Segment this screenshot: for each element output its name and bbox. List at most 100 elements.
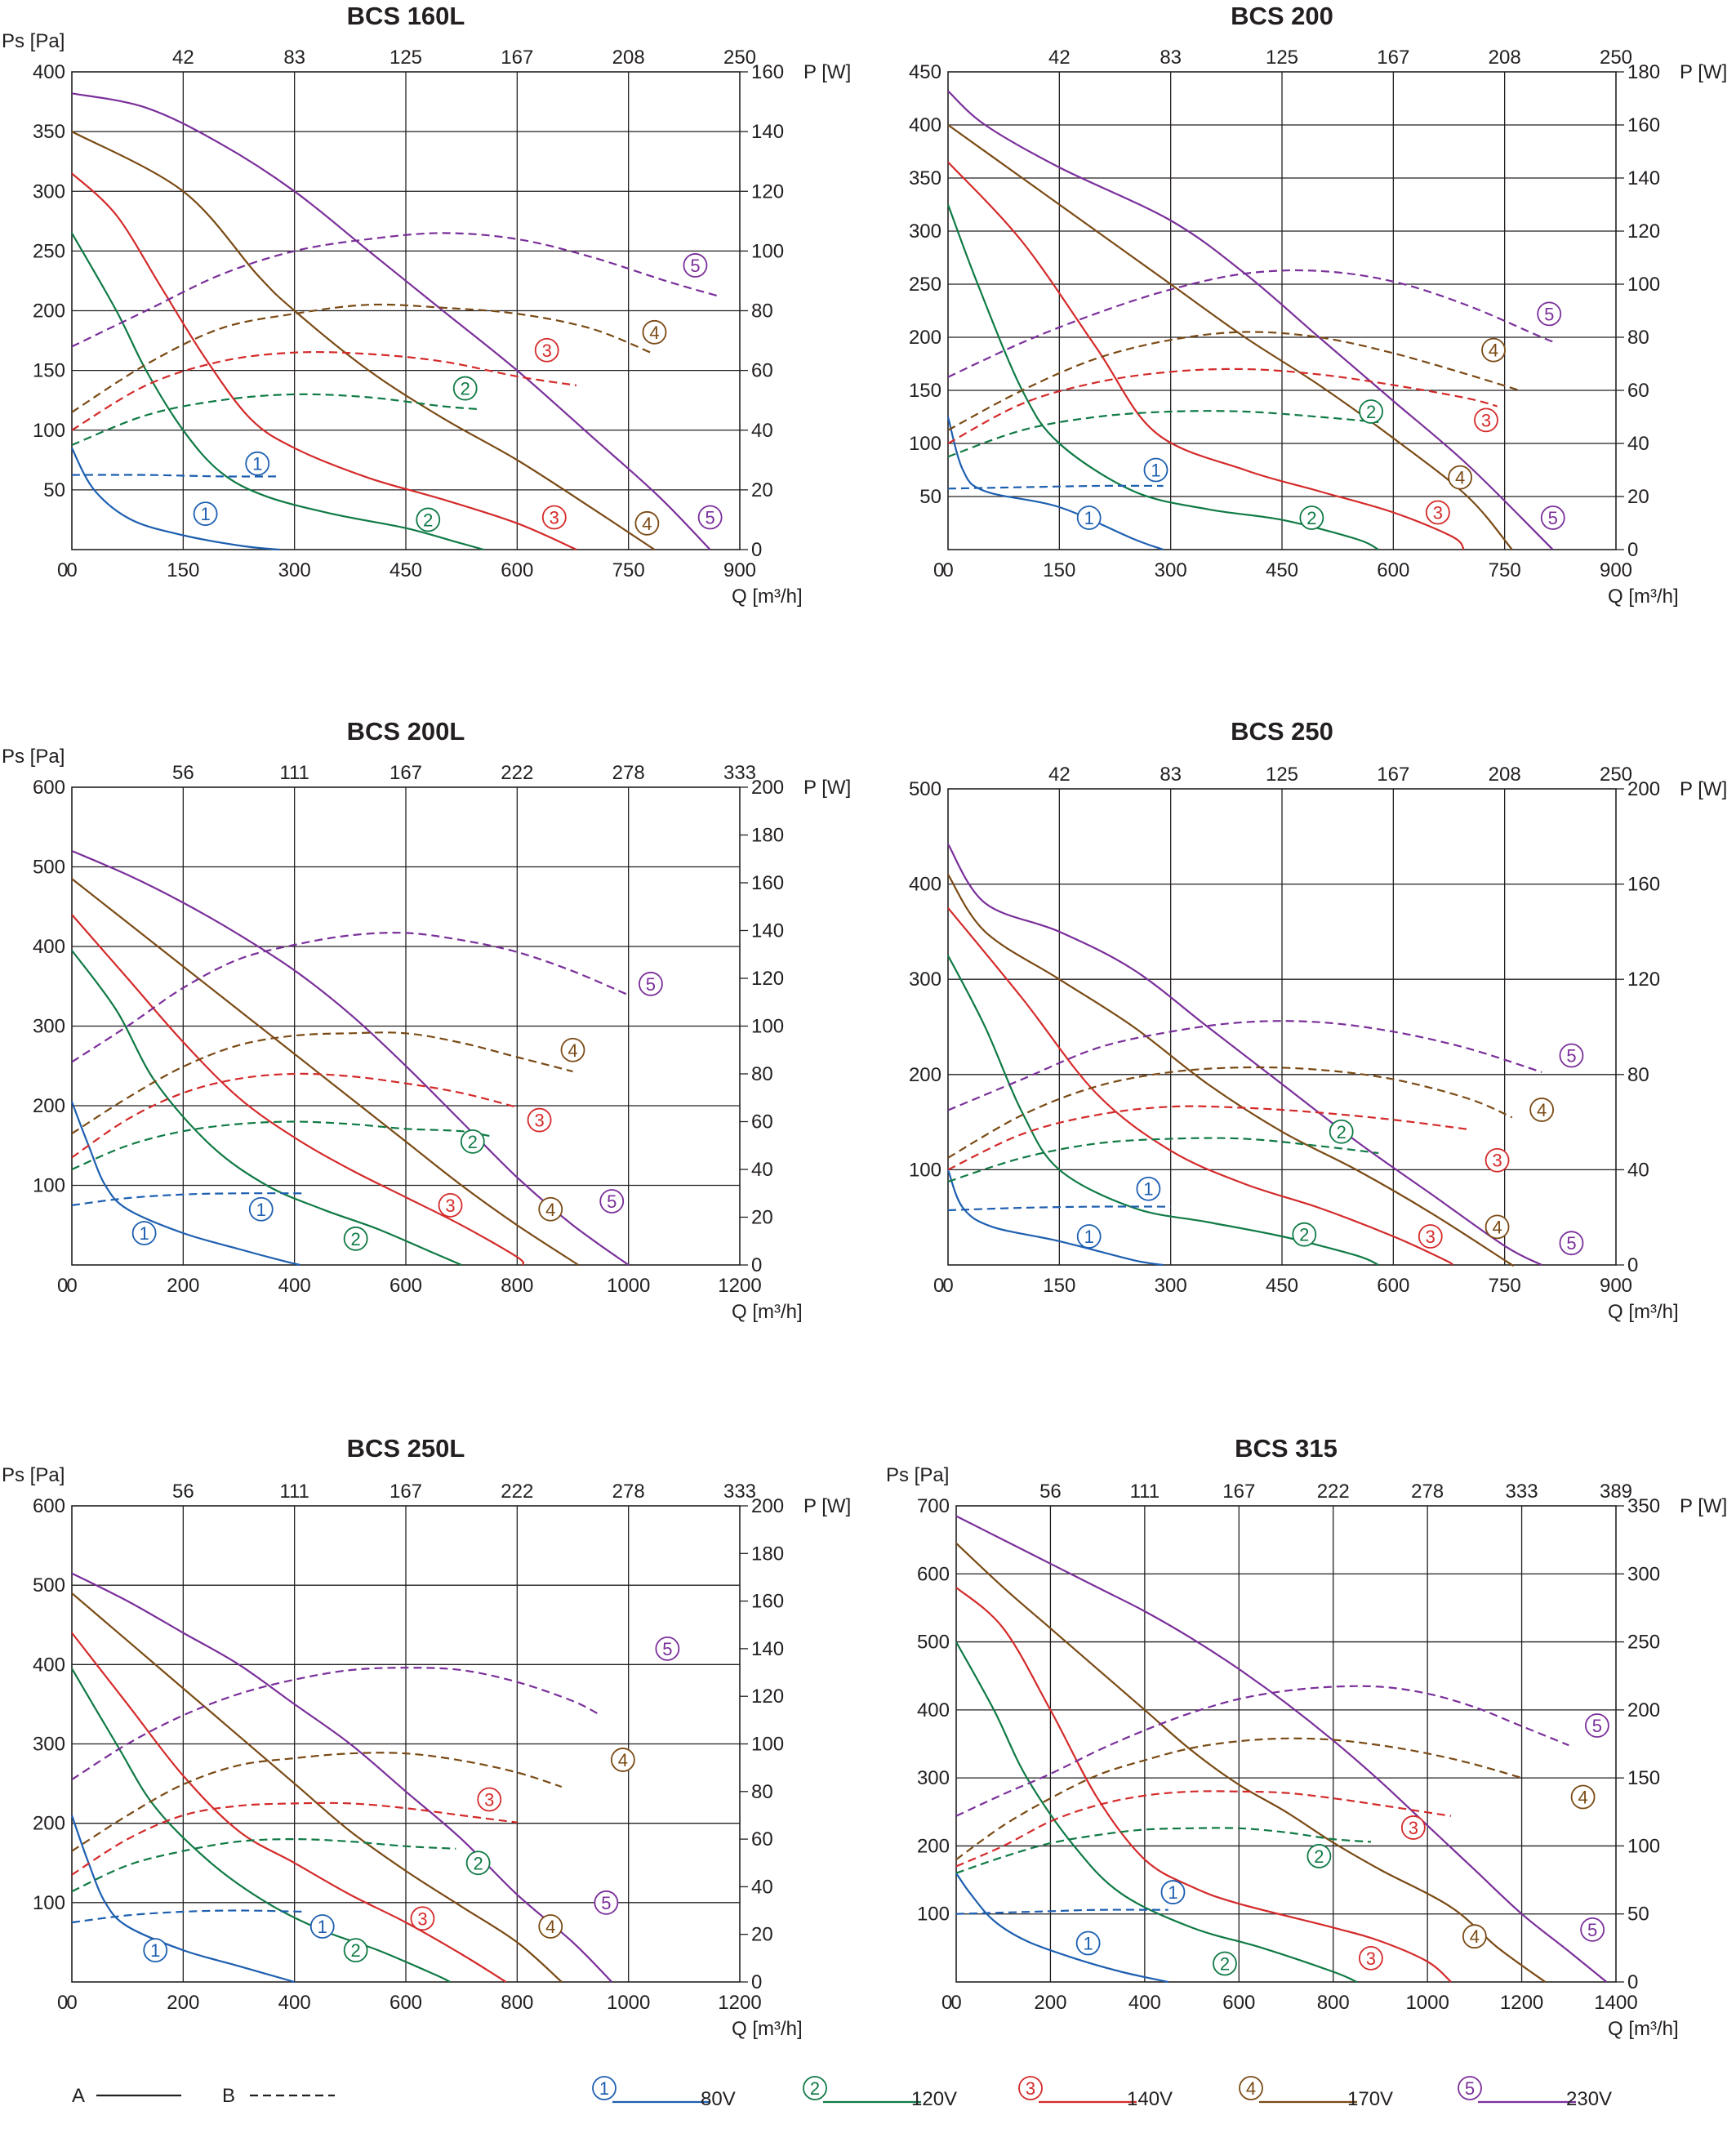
top-tick-label: 167 (501, 47, 533, 69)
speed-marker-3: 3 (410, 1906, 435, 1931)
pressure-curve-5 (955, 1515, 1608, 1983)
speed-marker-label: 1 (200, 504, 210, 524)
right-tick-label: 200 (1627, 778, 1660, 800)
speed-marker-label: 2 (351, 1229, 361, 1249)
power-curve-3 (71, 350, 577, 431)
pressure-curve-5 (71, 92, 711, 550)
right-tick-label: 100 (751, 240, 784, 262)
right-tick-label: 140 (1627, 167, 1660, 189)
top-tick-label: 83 (1160, 764, 1182, 786)
y-tick-label: 100 (917, 1904, 950, 1926)
x-tick-label: 1000 (607, 1275, 650, 1297)
top-tick-label: 250 (1600, 47, 1632, 69)
power-curve-4 (71, 303, 652, 413)
power-curve-4 (71, 1031, 573, 1135)
power-curve-5 (955, 1685, 1569, 1817)
speed-marker-circle (527, 1107, 552, 1133)
speed-marker-circle (460, 1129, 485, 1154)
speed-marker-label: 3 (417, 1908, 427, 1929)
top-tick-label: 125 (1266, 764, 1298, 786)
speed-marker-1: 1 (1136, 1176, 1161, 1201)
x-tick-label: 900 (723, 559, 756, 581)
legend-line-type-label: B (222, 2085, 235, 2107)
top-tick-label: 333 (723, 762, 756, 784)
power-curve-1 (71, 1192, 306, 1206)
x-tick-label: 300 (1155, 1275, 1187, 1297)
right-tick-label: 0 (1627, 1971, 1638, 1993)
x-tick-label: 900 (1600, 559, 1632, 581)
x-tick-label: 0 (942, 1275, 953, 1297)
x-tick-label: 1000 (607, 1992, 650, 2014)
right-tick-label: 160 (751, 872, 784, 894)
right-tick-label: 80 (751, 1781, 773, 1803)
speed-marker-circle (1580, 1917, 1605, 1942)
speed-marker-5: 5 (1559, 1043, 1584, 1068)
x-tick-label: 450 (389, 559, 422, 581)
legend-item-speed-5: 5 230V (1458, 2076, 1612, 2110)
speed-marker-circle (1306, 1844, 1332, 1868)
speed-marker-3: 3 (1474, 407, 1498, 433)
x-tick-label: 600 (1377, 559, 1409, 581)
speed-marker-label: 1 (150, 1940, 160, 1961)
speed-marker-label: 3 (1426, 1227, 1436, 1247)
speed-marker-circle (143, 1938, 168, 1963)
top-tick-label: 56 (1039, 1481, 1062, 1503)
speed-marker-label: 1 (1084, 1227, 1094, 1247)
y-tick-label: 600 (917, 1563, 950, 1585)
pressure-curve-5 (947, 844, 1542, 1266)
speed-marker-1: 1 (1076, 1224, 1102, 1249)
speed-marker-4: 4 (1570, 1784, 1596, 1810)
top-tick-label: 250 (723, 47, 756, 69)
origin-label: 0 (941, 1992, 952, 2014)
right-tick-label: 160 (1627, 874, 1660, 896)
speed-marker-circle (1559, 1231, 1584, 1256)
speed-marker-circle (1359, 399, 1383, 424)
x-tick-label: 1200 (718, 1992, 761, 2014)
top-tick-label: 389 (1600, 1481, 1632, 1503)
speed-marker-circle (1400, 1815, 1426, 1840)
speed-marker-1: 1 (143, 1938, 168, 1963)
speed-marker-4: 4 (1481, 337, 1506, 363)
x-tick-label: 150 (1043, 559, 1075, 581)
right-tick-label: 100 (751, 1016, 784, 1038)
x-tick-label: 900 (1600, 1275, 1632, 1297)
speed-marker-label: 1 (1084, 508, 1094, 528)
speed-marker-circle (1143, 457, 1168, 483)
speed-marker-label: 3 (1481, 410, 1491, 430)
speed-marker-circle (410, 1906, 435, 1931)
plot-frame (955, 1505, 1617, 1983)
pressure-curve-3 (947, 907, 1453, 1266)
speed-marker-circle (1462, 1924, 1487, 1949)
speed-marker-1: 1 (131, 1221, 157, 1245)
right-tick-label: 120 (1627, 969, 1660, 991)
speed-marker-4: 4 (610, 1748, 635, 1772)
y-tick-label: 400 (909, 874, 941, 896)
speed-marker-2: 2 (416, 507, 441, 532)
right-tick-label: 200 (1627, 1699, 1660, 1721)
top-tick-label: 167 (1222, 1481, 1255, 1503)
power-curve-4 (947, 331, 1520, 431)
pressure-curve-4 (71, 131, 656, 550)
speed-marker-label: 5 (1587, 1920, 1597, 1940)
power-curve-2 (947, 410, 1379, 458)
power-curve-4 (947, 1066, 1513, 1159)
speed-marker-circle (1329, 1119, 1354, 1144)
x-axis-title: Q [m³/h] (1608, 2018, 1679, 2040)
right-tick-label: 100 (1627, 1835, 1660, 1857)
speed-marker-3: 3 (527, 1107, 552, 1133)
speed-marker-1: 1 (1076, 505, 1102, 530)
legend-marker-label: 5 (1465, 2078, 1475, 2099)
speed-marker-circle (1299, 505, 1324, 530)
origin-label: 0 (57, 1275, 68, 1297)
y-tick-label: 350 (33, 121, 65, 143)
speed-marker-label: 4 (545, 1200, 555, 1220)
speed-marker-2: 2 (1329, 1119, 1354, 1144)
x-tick-label: 600 (501, 559, 533, 581)
right-tick-label: 40 (1627, 433, 1649, 455)
right-tick-label: 0 (1627, 1254, 1638, 1276)
chart-title: BCS 200L (347, 717, 465, 746)
speed-marker-label: 1 (1143, 1179, 1153, 1200)
pressure-curve-4 (947, 124, 1513, 550)
